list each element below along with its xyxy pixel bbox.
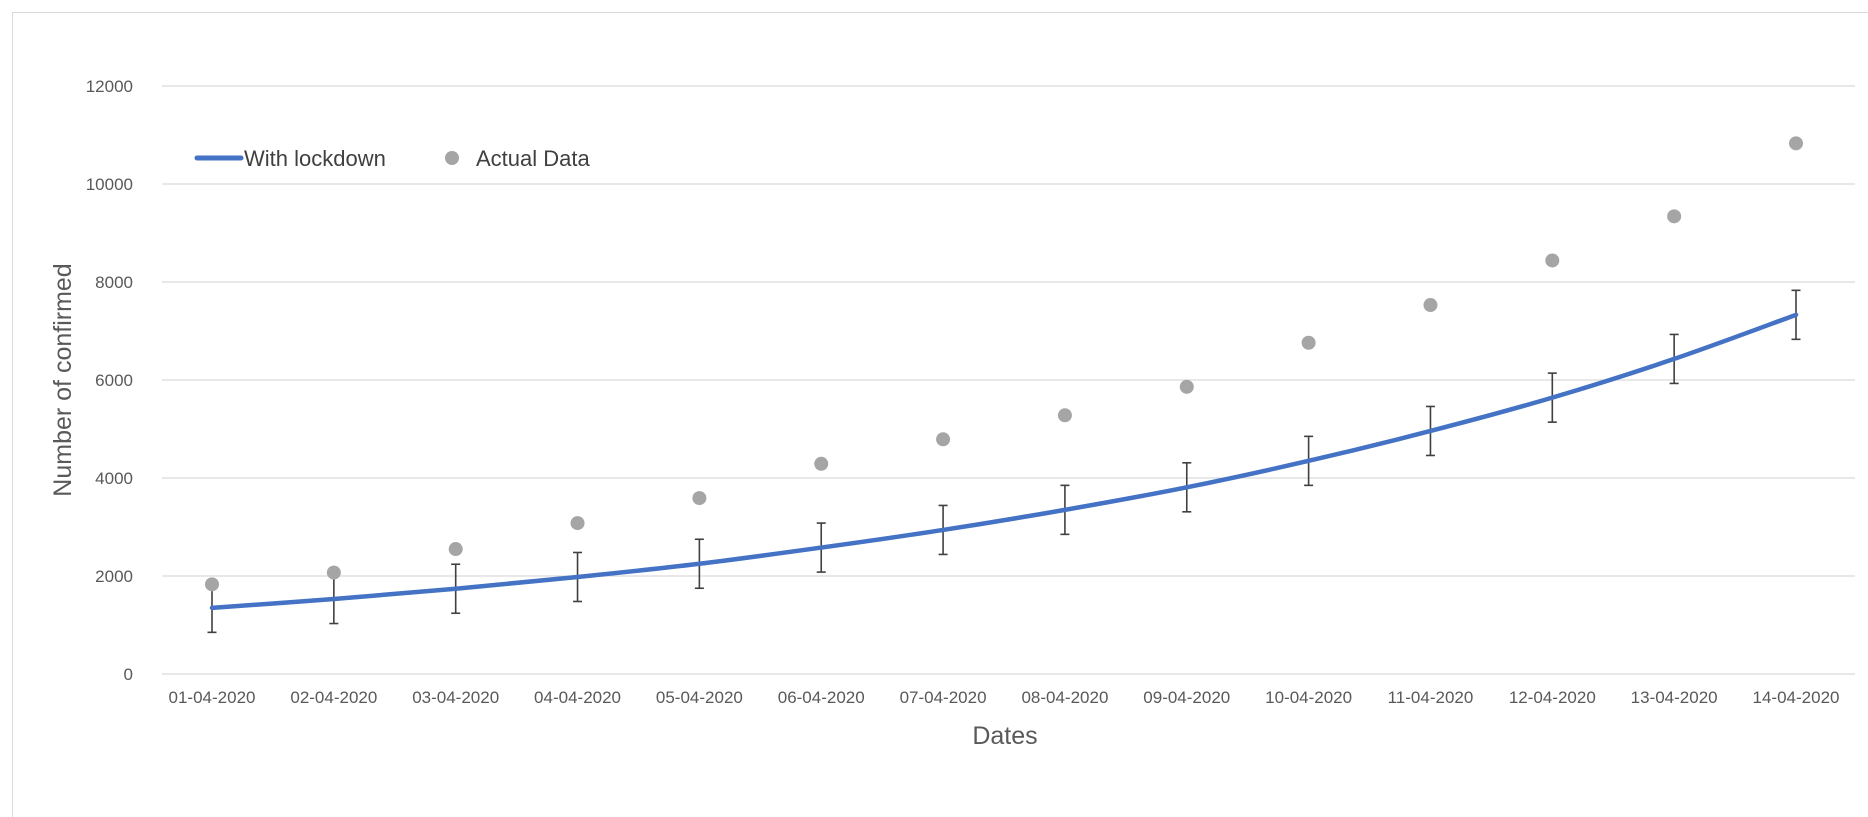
y-tick-label-6000: 6000 <box>95 371 133 390</box>
x-tick-label-11-04-2020: 11-04-2020 <box>1388 688 1474 707</box>
x-tick-label-03-04-2020: 03-04-2020 <box>412 688 499 707</box>
point-actual-data-09-04-2020 <box>1179 379 1194 394</box>
y-tick-label-2000: 2000 <box>95 567 133 586</box>
legend-swatch-actual-data <box>445 151 459 165</box>
legend: With lockdown Actual Data <box>194 146 590 171</box>
x-tick-label-10-04-2020: 10-04-2020 <box>1265 688 1352 707</box>
gridlines <box>162 85 1855 675</box>
legend-label-actual-data: Actual Data <box>476 146 590 171</box>
x-tick-label-13-04-2020: 13-04-2020 <box>1631 688 1718 707</box>
point-actual-data-05-04-2020 <box>692 491 707 506</box>
y-tick-label-0: 0 <box>124 665 133 684</box>
error-bars <box>207 289 1801 634</box>
line-series <box>209 312 1799 611</box>
x-tick-label-06-04-2020: 06-04-2020 <box>778 688 865 707</box>
y-tick-labels: 0 2000 4000 6000 8000 10000 12000 <box>86 77 133 684</box>
x-tick-label-01-04-2020: 01-04-2020 <box>169 688 256 707</box>
point-actual-data-03-04-2020 <box>448 542 463 557</box>
y-axis-title: Number of confirmed <box>49 263 77 496</box>
series-line-with-lockdown <box>209 312 1799 611</box>
x-tick-label-05-04-2020: 05-04-2020 <box>656 688 743 707</box>
scatter-series <box>205 136 1803 592</box>
x-tick-label-12-04-2020: 12-04-2020 <box>1509 688 1596 707</box>
y-tick-label-12000: 12000 <box>86 77 133 96</box>
chart-frame <box>12 12 1868 817</box>
x-axis-title: Dates <box>972 722 1037 750</box>
point-actual-data-10-04-2020 <box>1301 335 1316 350</box>
y-tick-label-10000: 10000 <box>86 175 133 194</box>
point-actual-data-11-04-2020 <box>1423 298 1438 313</box>
point-actual-data-13-04-2020 <box>1667 209 1682 224</box>
x-tick-labels: 01-04-2020 02-04-2020 03-04-2020 04-04-2020… <box>169 688 1840 707</box>
x-tick-label-08-04-2020: 08-04-2020 <box>1021 688 1108 707</box>
x-tick-label-02-04-2020: 02-04-2020 <box>290 688 377 707</box>
point-actual-data-12-04-2020 <box>1545 253 1560 268</box>
point-actual-data-14-04-2020 <box>1789 136 1803 151</box>
point-actual-data-06-04-2020 <box>814 456 829 471</box>
y-tick-label-8000: 8000 <box>95 273 133 292</box>
y-tick-label-4000: 4000 <box>95 469 133 488</box>
x-tick-label-14-04-2020: 14-04-2020 <box>1753 688 1840 707</box>
point-actual-data-08-04-2020 <box>1057 408 1072 423</box>
x-tick-label-09-04-2020: 09-04-2020 <box>1143 688 1230 707</box>
x-tick-label-04-04-2020: 04-04-2020 <box>534 688 621 707</box>
point-actual-data-01-04-2020 <box>205 577 219 592</box>
legend-label-with-lockdown: With lockdown <box>244 146 386 171</box>
point-actual-data-04-04-2020 <box>570 516 585 531</box>
point-actual-data-02-04-2020 <box>326 565 341 580</box>
point-actual-data-07-04-2020 <box>936 432 951 447</box>
x-tick-label-07-04-2020: 07-04-2020 <box>900 688 987 707</box>
